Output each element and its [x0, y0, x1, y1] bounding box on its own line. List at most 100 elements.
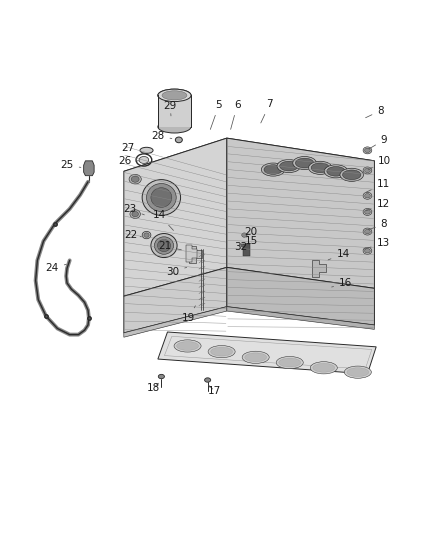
Text: 9: 9 [369, 135, 387, 149]
Ellipse shape [158, 89, 191, 102]
Ellipse shape [139, 157, 149, 164]
Text: 17: 17 [208, 385, 221, 396]
Ellipse shape [310, 362, 337, 374]
Ellipse shape [162, 91, 187, 100]
Ellipse shape [276, 357, 303, 369]
Ellipse shape [324, 165, 348, 178]
Text: 5: 5 [210, 100, 223, 130]
Ellipse shape [131, 176, 139, 182]
Text: 32: 32 [234, 243, 247, 252]
Ellipse shape [280, 161, 298, 171]
Ellipse shape [279, 358, 300, 367]
Ellipse shape [151, 188, 172, 207]
Text: 11: 11 [367, 180, 390, 192]
Ellipse shape [340, 168, 364, 181]
Ellipse shape [242, 233, 247, 237]
Ellipse shape [293, 157, 316, 169]
Ellipse shape [130, 210, 141, 219]
Polygon shape [124, 306, 227, 337]
Text: 24: 24 [46, 263, 66, 273]
Ellipse shape [364, 193, 370, 198]
Polygon shape [124, 138, 227, 296]
Ellipse shape [277, 159, 300, 173]
Ellipse shape [211, 348, 233, 356]
Ellipse shape [344, 366, 371, 378]
Ellipse shape [295, 158, 314, 168]
Text: 14: 14 [328, 249, 350, 260]
Text: 23: 23 [124, 204, 145, 215]
Ellipse shape [327, 166, 345, 176]
Ellipse shape [162, 91, 187, 100]
Ellipse shape [245, 353, 267, 362]
Ellipse shape [129, 174, 141, 184]
Ellipse shape [363, 167, 372, 174]
Text: 26: 26 [118, 156, 139, 166]
Ellipse shape [151, 233, 177, 257]
Text: 8: 8 [366, 106, 384, 118]
Text: 28: 28 [151, 131, 172, 141]
Text: 21: 21 [158, 241, 181, 252]
Ellipse shape [264, 165, 283, 174]
Polygon shape [312, 260, 325, 277]
Ellipse shape [363, 247, 372, 254]
Polygon shape [158, 332, 376, 374]
Ellipse shape [157, 239, 170, 252]
Ellipse shape [364, 148, 370, 152]
Bar [244, 244, 250, 256]
Ellipse shape [177, 342, 198, 350]
Text: 14: 14 [153, 211, 173, 230]
Ellipse shape [142, 180, 180, 215]
Polygon shape [124, 138, 374, 191]
Text: 6: 6 [231, 100, 240, 130]
Ellipse shape [205, 378, 211, 382]
Ellipse shape [158, 374, 164, 379]
Text: 16: 16 [332, 278, 352, 288]
Ellipse shape [363, 208, 372, 215]
Ellipse shape [308, 161, 332, 174]
Polygon shape [227, 268, 374, 325]
Ellipse shape [147, 183, 176, 212]
Ellipse shape [313, 364, 335, 372]
Ellipse shape [242, 351, 269, 364]
Text: 15: 15 [245, 236, 258, 246]
Ellipse shape [174, 340, 201, 352]
Ellipse shape [364, 168, 370, 173]
Text: 22: 22 [124, 230, 141, 240]
Text: 13: 13 [364, 238, 390, 249]
Text: 25: 25 [60, 160, 81, 170]
Polygon shape [227, 138, 374, 288]
Ellipse shape [140, 147, 153, 154]
Text: 29: 29 [163, 101, 177, 116]
Ellipse shape [208, 345, 235, 358]
Ellipse shape [347, 368, 369, 376]
Ellipse shape [364, 210, 370, 214]
Text: 20: 20 [244, 228, 257, 237]
Ellipse shape [363, 192, 372, 199]
Ellipse shape [158, 120, 191, 133]
Text: 8: 8 [368, 219, 387, 230]
Ellipse shape [175, 137, 182, 143]
Text: 10: 10 [368, 156, 391, 170]
Polygon shape [189, 246, 201, 263]
Ellipse shape [363, 147, 372, 154]
Text: 18: 18 [147, 383, 160, 393]
Polygon shape [227, 306, 374, 329]
Polygon shape [158, 95, 191, 127]
Ellipse shape [363, 228, 372, 235]
Polygon shape [84, 161, 94, 176]
Text: 19: 19 [182, 306, 195, 323]
Ellipse shape [158, 89, 191, 102]
Ellipse shape [343, 170, 361, 180]
Ellipse shape [364, 229, 370, 234]
Ellipse shape [154, 237, 173, 254]
Ellipse shape [142, 231, 151, 239]
Ellipse shape [144, 233, 149, 237]
Text: 12: 12 [366, 199, 390, 211]
Text: 27: 27 [122, 143, 141, 153]
Text: 30: 30 [166, 266, 187, 277]
Text: 7: 7 [261, 99, 273, 123]
Polygon shape [124, 268, 227, 333]
Ellipse shape [261, 163, 285, 176]
Ellipse shape [241, 244, 244, 247]
Ellipse shape [364, 248, 370, 253]
